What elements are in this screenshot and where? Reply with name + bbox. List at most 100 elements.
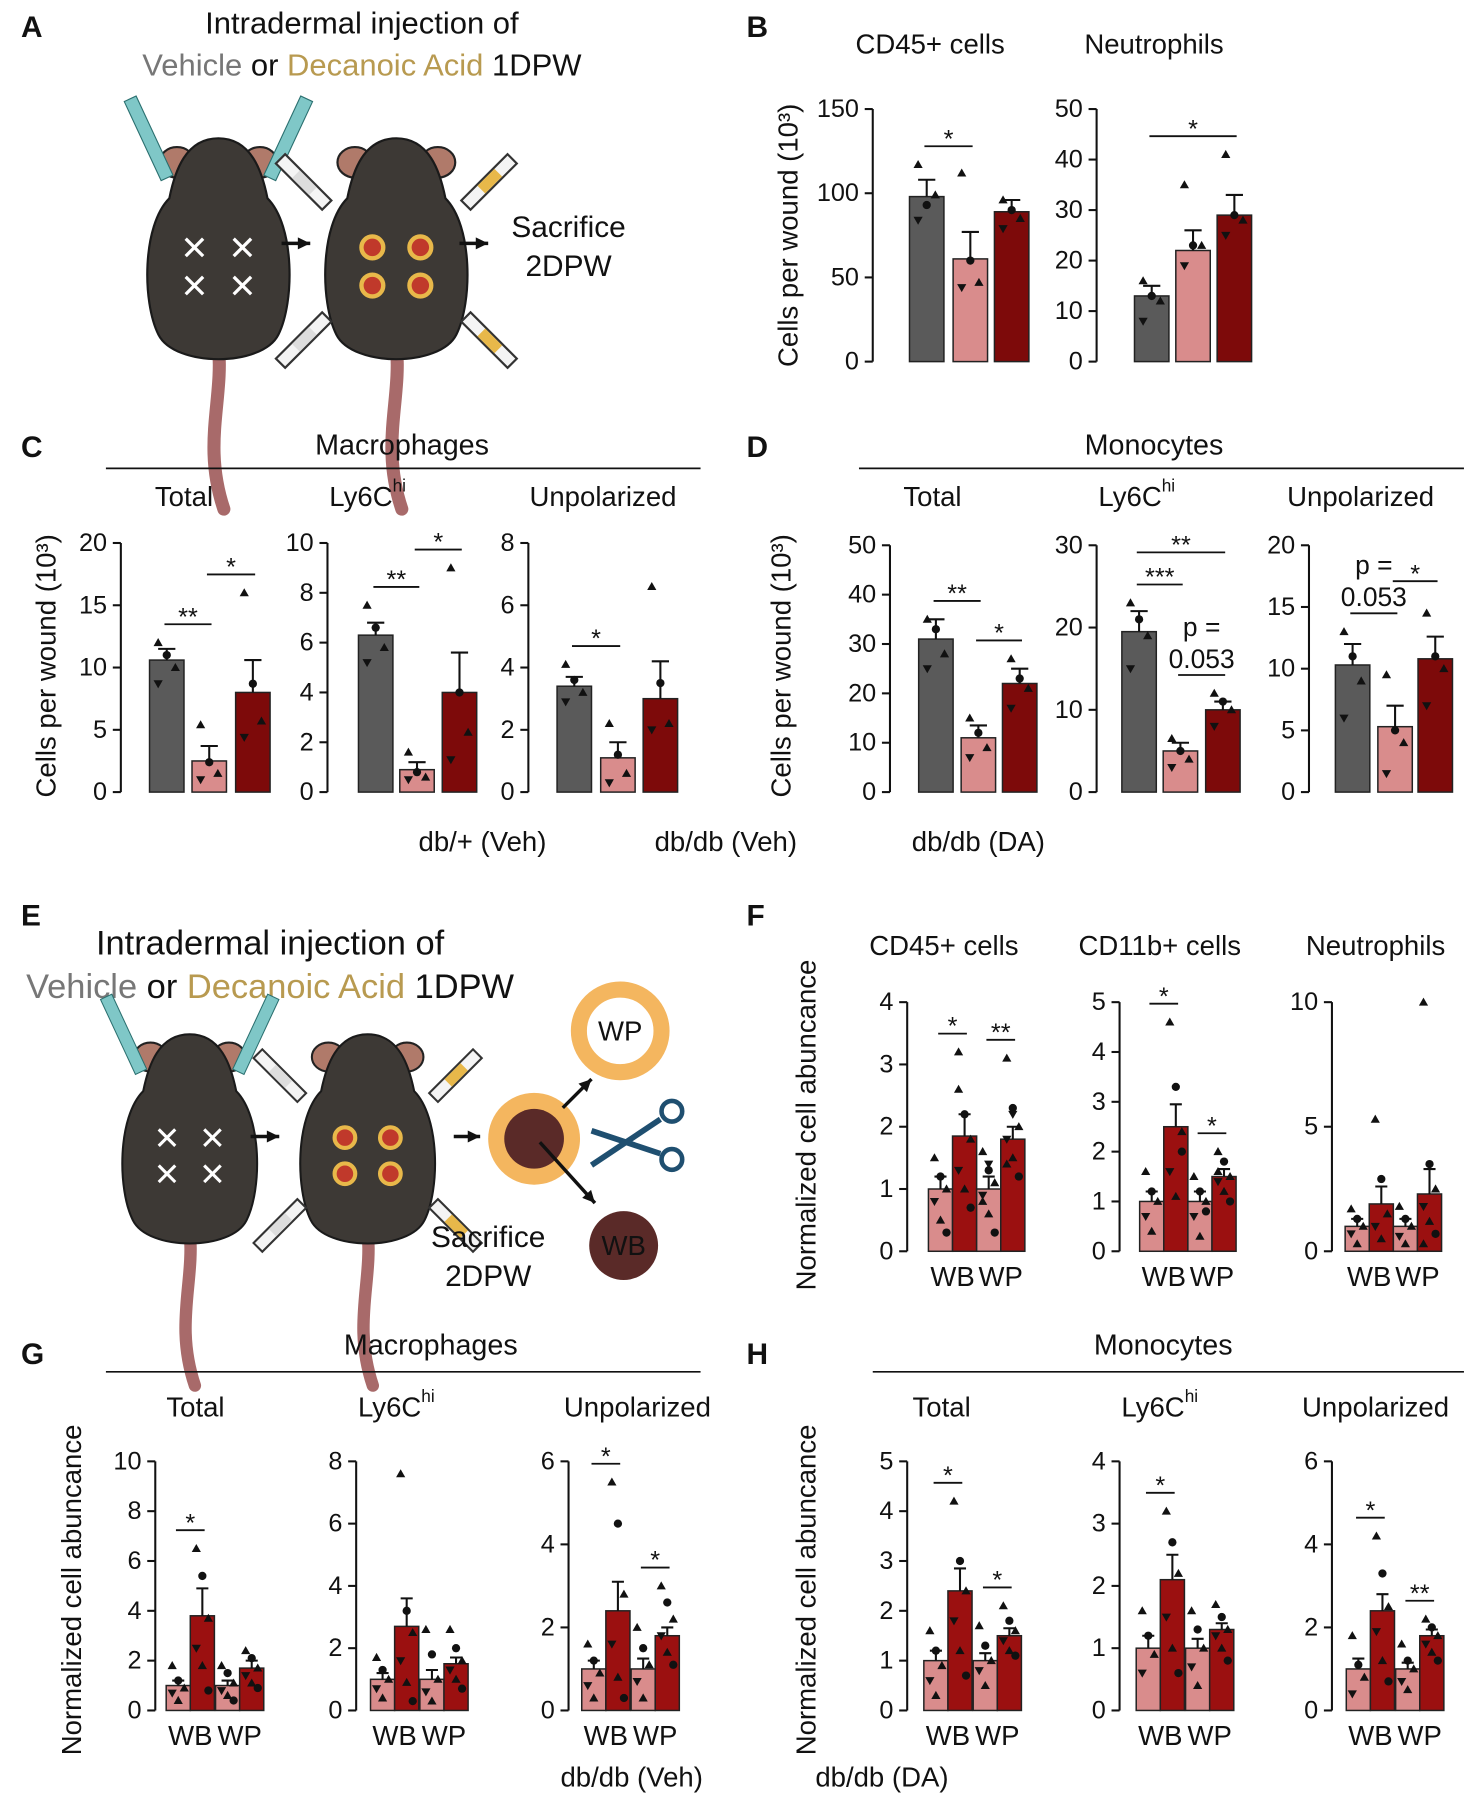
- x-category-label: WP: [1187, 1720, 1231, 1751]
- wound-mark: [184, 275, 205, 296]
- significance-label: *: [1410, 560, 1420, 588]
- x-category-label: WP: [1398, 1720, 1442, 1751]
- data-point: [1431, 1229, 1440, 1238]
- data-point: [421, 1688, 431, 1697]
- data-point: [1390, 726, 1400, 735]
- chart-title: Total: [903, 480, 961, 511]
- error-bar: [1003, 1627, 1016, 1636]
- error-bar: [982, 1175, 995, 1189]
- chart-title-text: Unpolarized: [529, 480, 676, 511]
- x-category-label: WB: [1348, 1720, 1392, 1751]
- y-tick-label: 1: [1092, 1187, 1106, 1215]
- data-point: [986, 1656, 996, 1665]
- legend-entry: db/+ (Veh): [419, 826, 547, 857]
- data-point: [1209, 722, 1219, 731]
- bar: [960, 737, 997, 793]
- diagram-text: Vehicle or Decanoic Acid 1DPW: [26, 968, 514, 1006]
- bar: [975, 1188, 1002, 1253]
- data-point: [216, 1661, 227, 1670]
- panel-label: D: [746, 431, 768, 464]
- data-point: [1378, 1569, 1387, 1578]
- y-tick-label: 0: [1092, 1237, 1106, 1265]
- data-point: [446, 756, 456, 765]
- x-category-label: WB: [168, 1720, 212, 1751]
- mouse-tail: [357, 1224, 380, 1392]
- data-point: [433, 1674, 443, 1683]
- data-point: [638, 1693, 648, 1702]
- group-header: Monocytes: [1085, 429, 1224, 461]
- y-tick-label: 2: [328, 1634, 342, 1662]
- y-tick-label: 4: [541, 1530, 555, 1558]
- data-point: [173, 1695, 183, 1704]
- y-tick-label: 2: [1304, 1613, 1318, 1641]
- y-tick-label: 4: [1092, 1038, 1106, 1066]
- diagram-text-part: Decanoic Acid: [287, 47, 483, 82]
- data-point: [578, 687, 588, 696]
- pipette: [123, 95, 174, 182]
- arrow-head: [297, 237, 311, 250]
- error-bar: [961, 230, 979, 259]
- legend-entry: db/db (DA): [815, 1762, 948, 1793]
- data-point: [990, 1178, 1000, 1187]
- data-point: [1370, 1114, 1380, 1123]
- syringe-fluid: [444, 1063, 468, 1087]
- data-point: [974, 1621, 984, 1630]
- y-tick-label: 0: [300, 778, 314, 806]
- error-bar: [450, 1656, 463, 1664]
- data-point: [196, 776, 206, 785]
- y-tick-label: 10: [113, 1447, 141, 1475]
- y-tick-label: 6: [328, 1510, 342, 1538]
- data-point: [935, 1215, 946, 1224]
- y-axis-label: Cells per wound (10³): [772, 104, 803, 367]
- y-tick-label: 0: [1092, 1696, 1106, 1724]
- data-point: [942, 1228, 951, 1237]
- significance-label: *: [591, 625, 601, 653]
- y-tick-label: 150: [817, 95, 859, 123]
- chart-title: Ly6Chi: [1121, 1386, 1198, 1422]
- bar: [1184, 1647, 1211, 1712]
- y-tick-label: 5: [1304, 1113, 1318, 1141]
- data-point: [1383, 1602, 1394, 1611]
- significance-label: *: [943, 1462, 953, 1490]
- pipette: [99, 993, 148, 1076]
- data-point: [1161, 1613, 1171, 1622]
- data-point: [223, 1690, 233, 1699]
- chart-title-text: CD11b+ cells: [1078, 929, 1241, 960]
- data-point: [371, 1652, 382, 1661]
- bar: [1208, 1628, 1235, 1712]
- significance-label: **: [178, 603, 198, 631]
- pipette: [263, 95, 314, 182]
- chart-title-text: Total: [155, 480, 213, 511]
- data-point: [1006, 704, 1016, 713]
- data-point: [925, 1626, 935, 1635]
- data-point: [632, 1622, 642, 1631]
- y-axis-label: Cells per wound (10³): [31, 534, 62, 797]
- data-point: [1425, 1159, 1434, 1169]
- data-point: [941, 1184, 952, 1193]
- x-category-label: WP: [217, 1720, 261, 1751]
- data-point: [960, 1184, 970, 1193]
- data-point: [664, 718, 674, 728]
- data-point: [957, 284, 967, 293]
- data-point: [463, 727, 473, 736]
- error-bar: [1218, 1168, 1231, 1177]
- error-bar: [425, 1668, 438, 1680]
- data-point: [445, 1666, 455, 1675]
- data-point: [1008, 1153, 1018, 1162]
- data-point: [1213, 1147, 1223, 1156]
- panel-label: H: [746, 1338, 768, 1371]
- y-tick-label: 6: [300, 629, 314, 657]
- pipette: [232, 993, 280, 1076]
- y-tick-label: 50: [831, 263, 859, 291]
- bar: [1334, 664, 1371, 793]
- data-point: [197, 1661, 207, 1670]
- group-header: Monocytes: [1094, 1329, 1233, 1361]
- mouse-tail: [179, 1224, 202, 1392]
- data-point: [204, 1686, 213, 1695]
- data-point: [1221, 231, 1231, 240]
- data-point: [167, 1661, 177, 1670]
- chart-title-text: Unpolarized: [564, 1391, 711, 1422]
- data-point: [1014, 1122, 1024, 1131]
- y-tick-label: 50: [848, 531, 876, 559]
- data-point: [930, 190, 940, 199]
